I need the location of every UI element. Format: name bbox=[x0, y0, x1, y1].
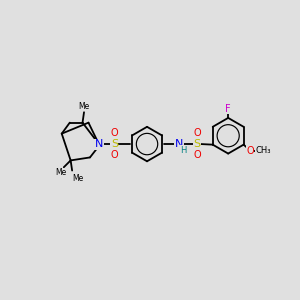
Text: Me: Me bbox=[55, 168, 67, 177]
Text: H: H bbox=[180, 146, 186, 154]
Text: O: O bbox=[246, 146, 254, 156]
Text: O: O bbox=[110, 150, 118, 160]
Text: Me: Me bbox=[78, 102, 90, 111]
Text: S: S bbox=[111, 139, 118, 149]
Text: O: O bbox=[110, 128, 118, 138]
Text: O: O bbox=[193, 150, 201, 160]
Text: O: O bbox=[193, 128, 201, 138]
Text: F: F bbox=[225, 104, 231, 114]
Text: S: S bbox=[194, 139, 200, 149]
Text: N: N bbox=[95, 139, 103, 149]
Text: Me: Me bbox=[72, 174, 83, 183]
Text: CH₃: CH₃ bbox=[255, 146, 271, 155]
Text: N: N bbox=[175, 139, 183, 149]
